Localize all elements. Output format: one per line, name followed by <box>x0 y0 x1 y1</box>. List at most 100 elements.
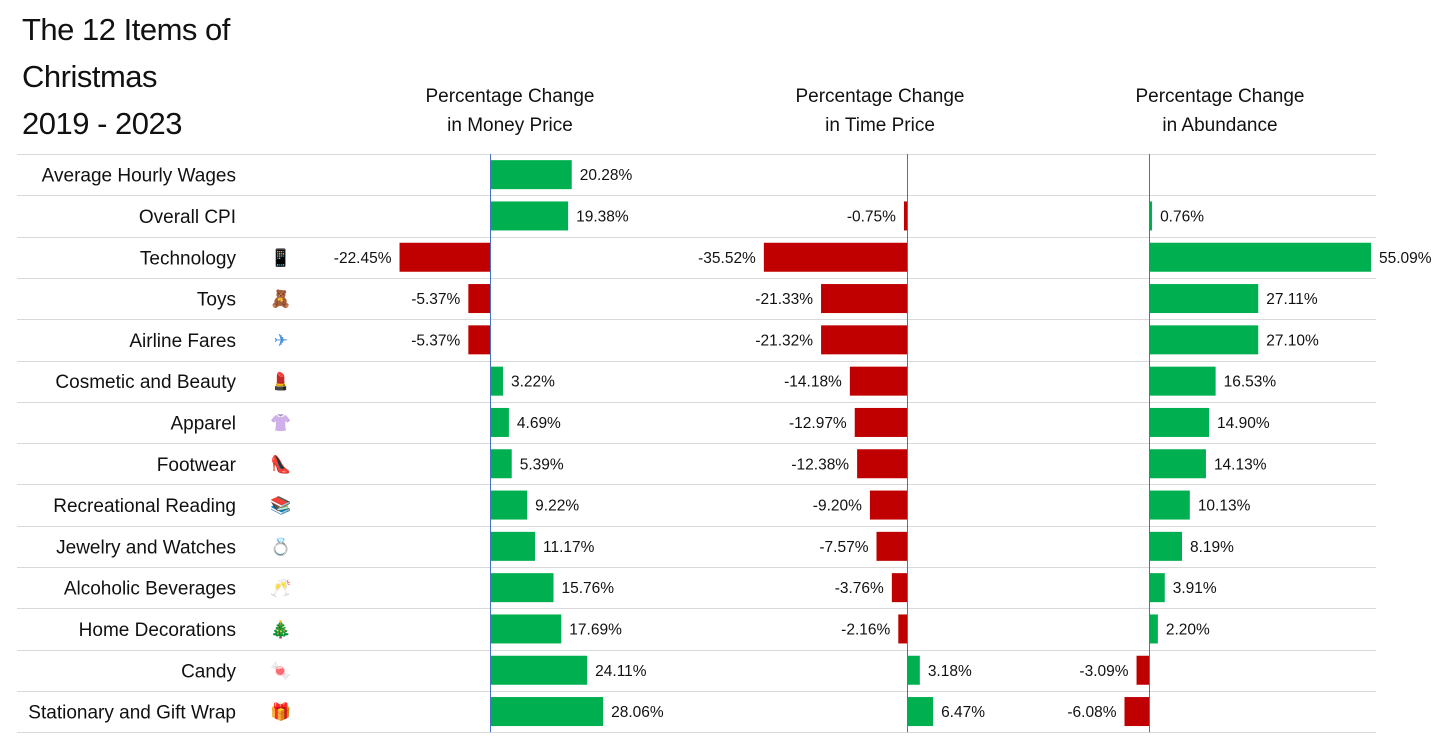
data-label: -5.37% <box>411 291 460 308</box>
data-label: 16.53% <box>1224 374 1277 391</box>
bar <box>898 614 907 644</box>
data-label: 19.38% <box>576 208 629 225</box>
data-label: 0.76% <box>1160 208 1204 225</box>
data-label: 2.20% <box>1166 621 1210 638</box>
data-label: 3.91% <box>1173 580 1217 597</box>
bar <box>490 697 604 727</box>
bar <box>1149 366 1216 396</box>
chart-title-line-1: The 12 Items of <box>22 12 230 47</box>
bar <box>907 655 920 685</box>
data-label: 28.06% <box>611 704 664 721</box>
bar <box>1149 490 1190 520</box>
category-label: Technology <box>140 248 237 269</box>
data-label: -0.75% <box>847 208 896 225</box>
bar <box>876 531 907 561</box>
data-label: 14.90% <box>1217 415 1270 432</box>
data-label: -6.08% <box>1067 704 1116 721</box>
bar <box>468 284 490 314</box>
bar <box>821 325 907 355</box>
data-label: 27.10% <box>1266 332 1319 349</box>
chart-title-line-2: Christmas <box>22 59 158 94</box>
panel-title-abundance-line-1: Percentage Change <box>1135 86 1305 107</box>
data-label: -9.20% <box>813 498 862 515</box>
bar <box>1136 655 1149 685</box>
bar <box>869 490 907 520</box>
data-label: -2.16% <box>841 621 890 638</box>
bar <box>1149 284 1259 314</box>
bar <box>1149 449 1206 479</box>
panel-title-time-price-line-2: in Time Price <box>825 115 935 136</box>
bar <box>490 573 554 603</box>
bar <box>490 655 588 685</box>
christmas-tree-icon: 🎄 <box>270 619 291 640</box>
category-label: Cosmetic and Beauty <box>55 372 236 393</box>
data-label: -5.37% <box>411 332 460 349</box>
category-label: Stationary and Gift Wrap <box>28 703 236 724</box>
data-label: -3.09% <box>1079 663 1128 680</box>
airplane-icon: ✈ <box>274 331 288 351</box>
data-label: 10.13% <box>1198 498 1251 515</box>
category-label: Alcoholic Beverages <box>64 579 236 600</box>
bar <box>907 697 934 727</box>
bar <box>490 366 503 396</box>
data-label: 20.28% <box>580 167 633 184</box>
data-label: -21.32% <box>755 332 813 349</box>
bar <box>857 449 907 479</box>
category-label: Average Hourly Wages <box>42 166 236 187</box>
data-label: 27.11% <box>1266 291 1318 308</box>
panel-title-time-price: Percentage Change in Time Price <box>750 82 1010 140</box>
data-label: 8.19% <box>1190 539 1234 556</box>
category-label: Jewelry and Watches <box>56 537 236 558</box>
category-label: Toys <box>197 290 236 311</box>
bar <box>1149 407 1210 437</box>
gift-icon: 🎁 <box>270 702 291 723</box>
data-label: -3.76% <box>835 580 884 597</box>
bar <box>490 407 509 437</box>
bar <box>399 242 490 272</box>
bar <box>490 614 562 644</box>
data-label: 3.22% <box>511 374 555 391</box>
data-label: -12.38% <box>791 456 849 473</box>
category-label: Airline Fares <box>129 331 236 352</box>
bar <box>1149 573 1165 603</box>
bar <box>1149 531 1183 561</box>
category-label: Candy <box>181 661 236 682</box>
bar <box>821 284 907 314</box>
bar <box>891 573 907 603</box>
bar <box>1124 697 1149 727</box>
data-label: 14.13% <box>1214 456 1267 473</box>
panel-title-money-price-line-1: Percentage Change <box>425 86 595 107</box>
data-label: 55.09% <box>1379 250 1432 267</box>
category-label: Overall CPI <box>139 207 236 228</box>
mobile-phone-icon: 📱 <box>270 247 291 268</box>
high-heel-icon: 👠 <box>270 454 291 475</box>
data-label: -35.52% <box>698 250 756 267</box>
category-label: Recreational Reading <box>53 496 236 517</box>
bar <box>903 201 907 231</box>
panel-title-money-price: Percentage Change in Money Price <box>380 82 640 140</box>
lipstick-icon: 💄 <box>270 371 291 392</box>
data-label: 24.11% <box>595 663 647 680</box>
bar <box>490 449 512 479</box>
bar <box>490 531 536 561</box>
shirt-icon: 👚 <box>270 413 291 433</box>
data-label: -14.18% <box>784 374 842 391</box>
category-label: Home Decorations <box>79 620 236 641</box>
bar <box>854 407 907 437</box>
bar <box>490 160 572 190</box>
candy-icon: 🍬 <box>270 660 291 681</box>
bar <box>1149 242 1372 272</box>
bar <box>763 242 907 272</box>
data-label: 4.69% <box>517 415 561 432</box>
ring-icon: 💍 <box>270 536 291 557</box>
category-label: Footwear <box>157 455 237 476</box>
bar <box>468 325 490 355</box>
teddy-bear-icon: 🧸 <box>270 289 291 310</box>
data-label: 6.47% <box>941 704 985 721</box>
data-label: -22.45% <box>334 250 392 267</box>
chart-title-line-3: 2019 - 2023 <box>22 106 182 141</box>
bar <box>1149 325 1259 355</box>
data-label: 5.39% <box>520 456 564 473</box>
bar <box>490 490 528 520</box>
